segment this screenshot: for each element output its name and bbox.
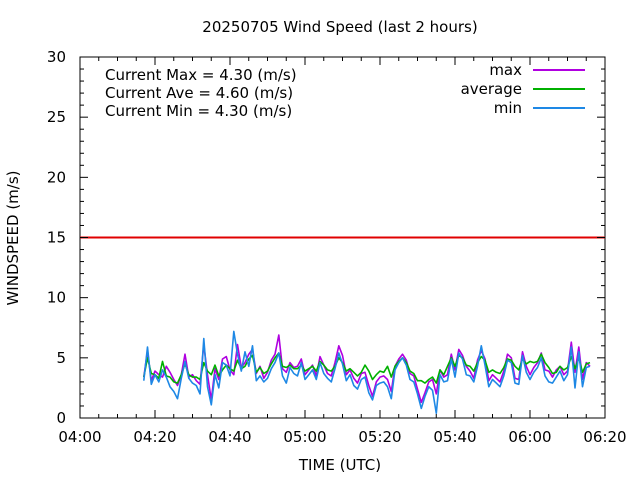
y-tick-label: 20 bbox=[47, 168, 66, 186]
y-axis-label: WINDSPEED (m/s) bbox=[4, 170, 22, 305]
current-ave-label: Current Ave = 4.60 (m/s) bbox=[105, 84, 293, 102]
x-tick-label: 06:20 bbox=[583, 428, 626, 446]
current-min-label: Current Min = 4.30 (m/s) bbox=[105, 102, 292, 120]
y-tick-label: 5 bbox=[56, 349, 66, 367]
series-line-average bbox=[143, 352, 591, 384]
x-tick-label: 05:00 bbox=[283, 428, 326, 446]
x-tick-label: 04:20 bbox=[133, 428, 176, 446]
y-tick-label: 15 bbox=[47, 229, 66, 247]
series-line-min bbox=[143, 330, 591, 415]
legend-label-min: min bbox=[494, 99, 522, 117]
legend-label-max: max bbox=[489, 61, 522, 79]
x-tick-label: 05:40 bbox=[433, 428, 476, 446]
x-tick-label: 05:20 bbox=[358, 428, 401, 446]
x-tick-label: 04:40 bbox=[208, 428, 251, 446]
series-line-max bbox=[143, 334, 591, 404]
y-tick-label: 10 bbox=[47, 289, 66, 307]
y-tick-label: 25 bbox=[47, 108, 66, 126]
y-tick-label: 0 bbox=[56, 409, 66, 427]
y-tick-label: 30 bbox=[47, 48, 66, 66]
stats-annotation: Current Max = 4.30 (m/s) Current Ave = 4… bbox=[105, 66, 297, 120]
series-layer bbox=[143, 330, 591, 415]
y-axis: 0 5 10 15 20 25 30 bbox=[47, 48, 605, 427]
x-tick-label: 04:00 bbox=[58, 428, 101, 446]
x-axis: 04:00 04:20 04:40 05:00 05:20 05:40 06:00 06:20 bbox=[58, 57, 627, 446]
x-tick-label: 06:00 bbox=[508, 428, 551, 446]
legend-label-average: average bbox=[461, 80, 522, 98]
chart-title: 20250705 Wind Speed (last 2 hours) bbox=[202, 18, 477, 36]
current-max-label: Current Max = 4.30 (m/s) bbox=[105, 66, 297, 84]
x-axis-label: TIME (UTC) bbox=[298, 456, 381, 474]
